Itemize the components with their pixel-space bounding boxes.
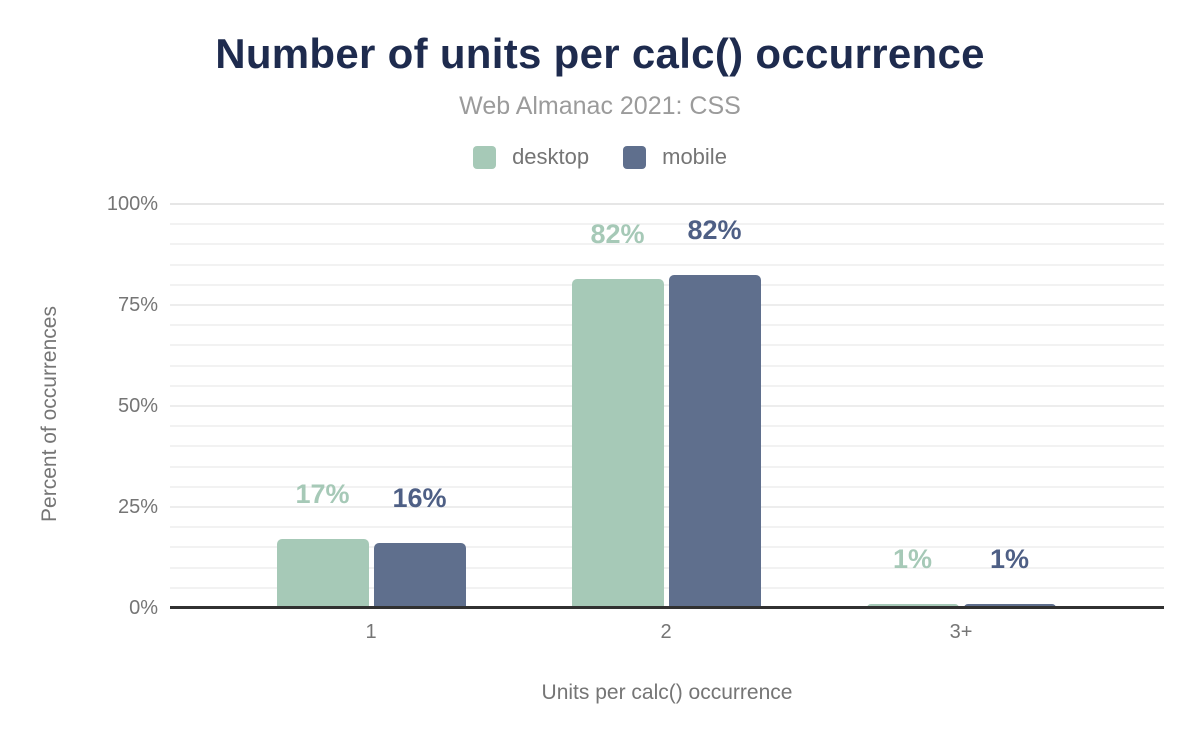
chart-subtitle: Web Almanac 2021: CSS	[459, 92, 741, 120]
grid-line-15	[170, 546, 1164, 549]
grid-line-55	[170, 384, 1164, 387]
grid-line-60	[170, 364, 1164, 367]
bar-desktop-2[interactable]	[571, 279, 664, 608]
value-label-desktop-2: 82%	[590, 219, 645, 250]
grid-line-10	[170, 566, 1164, 569]
grid-line-70	[170, 324, 1164, 327]
grid-line-75	[170, 304, 1164, 306]
legend-label-mobile: mobile	[662, 144, 727, 169]
chart-title: Number of units per calc() occurrence	[215, 30, 985, 77]
value-label-desktop-3+: 1%	[892, 544, 933, 574]
plot-area: 17% 16% 82% 82% 1% 1%	[170, 203, 1164, 609]
bar-mobile-2[interactable]	[668, 275, 761, 608]
bar-desktop-1[interactable]	[276, 539, 369, 608]
grid-line-80	[170, 283, 1164, 286]
desktop-swatch-icon	[473, 145, 497, 169]
legend: desktop mobile	[0, 144, 1200, 170]
x-tick-label-3+: 3+	[949, 621, 973, 643]
grid-line-50	[170, 405, 1164, 407]
x-tick-label-1: 1	[365, 621, 377, 643]
grid-line-65	[170, 344, 1164, 347]
grid-line-20	[170, 526, 1164, 529]
grid-line-25	[170, 506, 1164, 508]
grid-line-45	[170, 425, 1164, 428]
y-tick-label-50%: 50%	[117, 395, 158, 417]
grid-line-35	[170, 465, 1164, 468]
y-tick-label-0%: 0%	[129, 597, 158, 619]
grid-line-85	[170, 263, 1164, 266]
y-tick-label-75%: 75%	[117, 294, 158, 316]
grid-line-95	[170, 223, 1164, 226]
grid-line-5	[170, 586, 1164, 589]
x-axis-title: Units per calc() occurrence	[541, 681, 793, 704]
x-tick-label-2: 2	[660, 621, 672, 643]
value-label-mobile-1: 16%	[392, 483, 447, 514]
y-tick-label-25%: 25%	[117, 496, 158, 518]
grid-line-90	[170, 243, 1164, 246]
bar-mobile-1[interactable]	[373, 543, 466, 608]
value-label-mobile-2: 82%	[687, 215, 742, 246]
legend-item-mobile[interactable]: mobile	[623, 144, 727, 170]
legend-item-desktop[interactable]: desktop	[473, 144, 589, 170]
legend-label-desktop: desktop	[512, 144, 590, 169]
x-axis-baseline	[170, 606, 1164, 609]
grid-line-40	[170, 445, 1164, 448]
mobile-swatch-icon	[623, 145, 647, 169]
y-tick-label-100%: 100%	[106, 193, 158, 215]
value-label-desktop-1: 17%	[295, 479, 350, 510]
grid-line-30	[170, 485, 1164, 488]
value-label-mobile-3+: 1%	[989, 544, 1030, 574]
grid-line-100	[170, 203, 1164, 205]
